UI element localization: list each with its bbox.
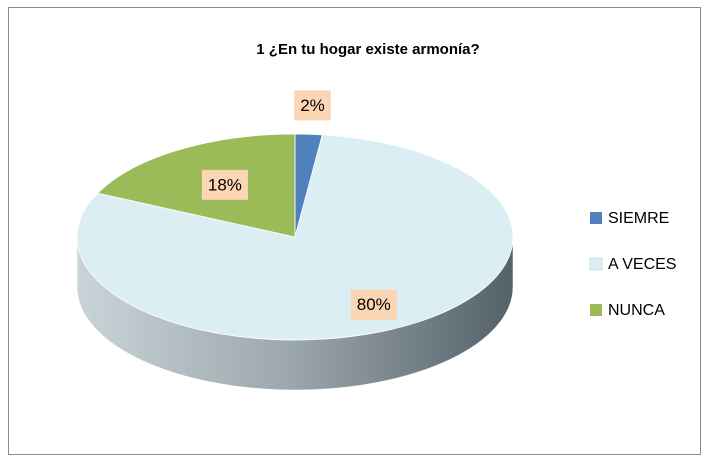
legend-label: A VECES xyxy=(608,256,676,273)
data-label: 2% xyxy=(300,96,325,115)
data-label-box xyxy=(350,289,397,320)
legend-swatch xyxy=(589,257,603,271)
legend-label: NUNCA xyxy=(608,302,665,319)
data-label-box xyxy=(201,169,248,200)
data-label: 18% xyxy=(208,175,242,194)
pie-slice xyxy=(96,133,296,238)
data-label: 80% xyxy=(357,295,391,314)
chart-title: 1 ¿En tu hogar existe armonía? xyxy=(256,41,479,58)
legend-label: SIEMRE xyxy=(608,210,669,227)
data-label-box xyxy=(294,90,331,121)
legend-swatch xyxy=(590,304,602,316)
legend-swatch xyxy=(590,212,602,224)
